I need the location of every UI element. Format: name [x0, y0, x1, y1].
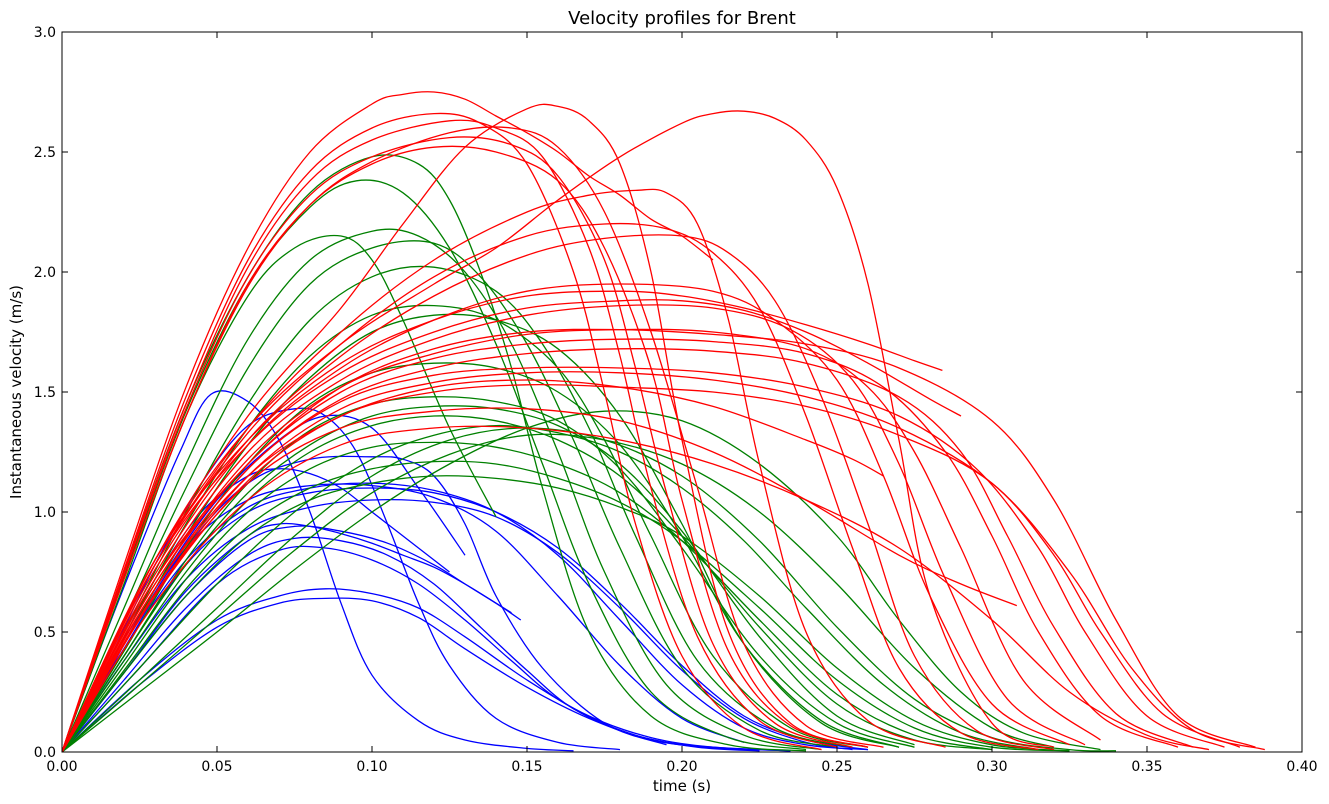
series-line-red-57 [62, 425, 1210, 752]
series-line-red-43 [62, 222, 1039, 752]
series-line-red-56 [62, 379, 884, 752]
series-line-green-31 [62, 433, 1055, 752]
x-tick-label: 0.15 [511, 759, 542, 775]
x-tick-label: 0.25 [821, 759, 852, 775]
series-line-red-36 [62, 119, 838, 752]
x-tick-label: 0.35 [1131, 759, 1162, 775]
series-line-green-32 [62, 410, 1101, 752]
series-line-red-41 [62, 103, 869, 752]
series-line-green-21 [62, 304, 869, 752]
series-line-green-29 [62, 475, 1070, 752]
series-line-red-53 [62, 290, 943, 752]
series-line-red-58 [62, 328, 1256, 752]
y-tick-label: 3.0 [34, 25, 56, 41]
series-line-red-40 [62, 110, 1055, 752]
series-line-green-17 [62, 234, 497, 752]
y-tick-label: 2.5 [34, 145, 56, 161]
series-line-red-54 [62, 299, 962, 752]
plot-frame [61, 31, 1303, 753]
series-line-green-18 [62, 228, 822, 752]
series-line-blue-13 [62, 588, 791, 752]
series-line-green-33 [62, 424, 1039, 752]
series-line-red-39 [62, 126, 884, 752]
x-axis-title: time (s) [653, 777, 711, 795]
x-tick-label: 0.05 [201, 759, 232, 775]
series-line-green-28 [62, 460, 1070, 752]
series-line-green-24 [62, 396, 915, 752]
series-line-red-55 [62, 407, 1018, 752]
y-axis-title: Instantaneous velocity (m/s) [7, 285, 25, 499]
series-line-red-34 [62, 91, 714, 752]
x-tick-label: 0.10 [356, 759, 387, 775]
series-line-red-37 [62, 136, 853, 752]
y-tick-label: 1.0 [34, 505, 56, 521]
x-tick-label: 0.20 [666, 759, 697, 775]
series-line-blue-14 [62, 597, 791, 752]
y-tick-label: 2.0 [34, 265, 56, 281]
ticks-group: 0.00 0.05 0.10 0.15 0.20 0.25 0.30 0.35 0.40 0.0 0… [34, 25, 1318, 775]
series-line-red-50 [62, 366, 1225, 752]
x-tick-label: 0.30 [976, 759, 1007, 775]
chart-title: Velocity profiles for Brent [568, 8, 796, 29]
series-line-red-52 [62, 383, 1265, 752]
series-line-red-47 [62, 328, 1101, 752]
series-line-green-27 [62, 441, 993, 752]
series-line-red-45 [62, 283, 1070, 752]
x-tick-label: 0.00 [46, 759, 77, 775]
series-line-green-25 [62, 405, 915, 752]
y-tick-label: 1.5 [34, 385, 56, 401]
y-tick-label: 0.0 [34, 745, 56, 761]
x-tick-label: 0.40 [1286, 759, 1317, 775]
series-line-green-26 [62, 415, 993, 752]
series-line-red-46 [62, 304, 1086, 752]
series-line-green-19 [62, 240, 838, 752]
series-line-green-16 [62, 179, 807, 752]
series-line-red-42 [62, 188, 946, 752]
series-group [62, 91, 1265, 752]
y-tick-label: 0.5 [34, 625, 56, 641]
